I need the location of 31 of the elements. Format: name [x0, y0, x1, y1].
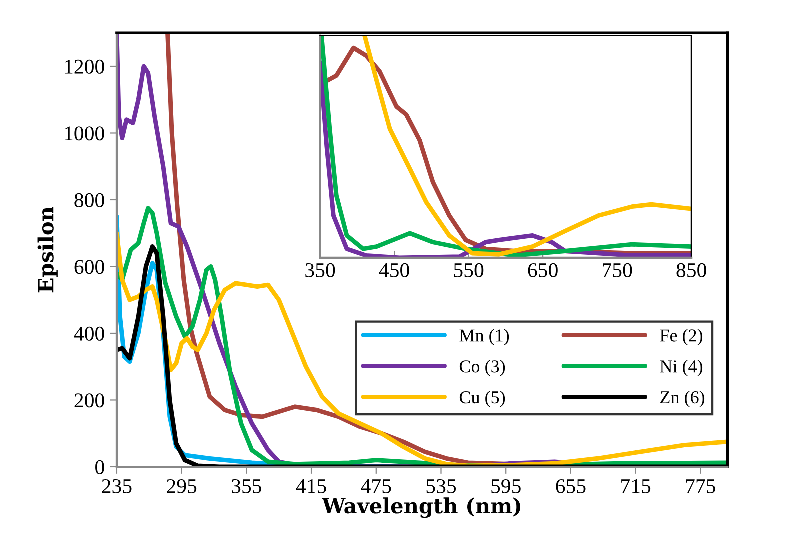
legend-label: Zn (6) — [660, 390, 705, 408]
legend-label: Ni (4) — [660, 360, 703, 376]
x-axis-title: Wavelength (nm) — [322, 498, 520, 518]
x-tick-label: 715 — [622, 479, 651, 494]
x-tick-label: 650 — [528, 263, 558, 278]
x-tick-label: 775 — [686, 480, 716, 494]
x-tick-label: 355 — [232, 479, 262, 494]
x-tick-label: 295 — [167, 479, 197, 494]
x-tick-label: 450 — [379, 263, 410, 278]
y-tick-label: 1000 — [65, 126, 104, 141]
y-tick-label: 200 — [74, 394, 104, 408]
x-tick-label: 350 — [306, 263, 336, 278]
x-tick-label: 655 — [556, 479, 586, 494]
y-tick-label: 600 — [74, 260, 104, 274]
y-tick-label: 400 — [74, 326, 104, 341]
y-tick-label: 800 — [74, 193, 104, 208]
y-axis-title: Epsilon — [38, 207, 58, 293]
legend-label: Cu (5) — [460, 390, 506, 408]
x-tick-label: 415 — [296, 479, 326, 494]
y-tick-label: 0 — [96, 460, 104, 474]
x-tick-label: 475 — [361, 480, 392, 494]
x-tick-label: 850 — [676, 263, 706, 278]
x-tick-label: 535 — [426, 479, 456, 494]
x-tick-label: 750 — [603, 263, 632, 278]
legend-label: Co (3) — [460, 360, 506, 376]
y-tick-label: 1200 — [65, 60, 104, 74]
x-tick-label: 550 — [454, 263, 484, 278]
legend-label: Mn (1) — [460, 329, 510, 346]
legend-label: Fe (2) — [660, 329, 703, 346]
x-tick-label: 595 — [492, 479, 521, 494]
x-tick-label: 235 — [102, 479, 132, 494]
